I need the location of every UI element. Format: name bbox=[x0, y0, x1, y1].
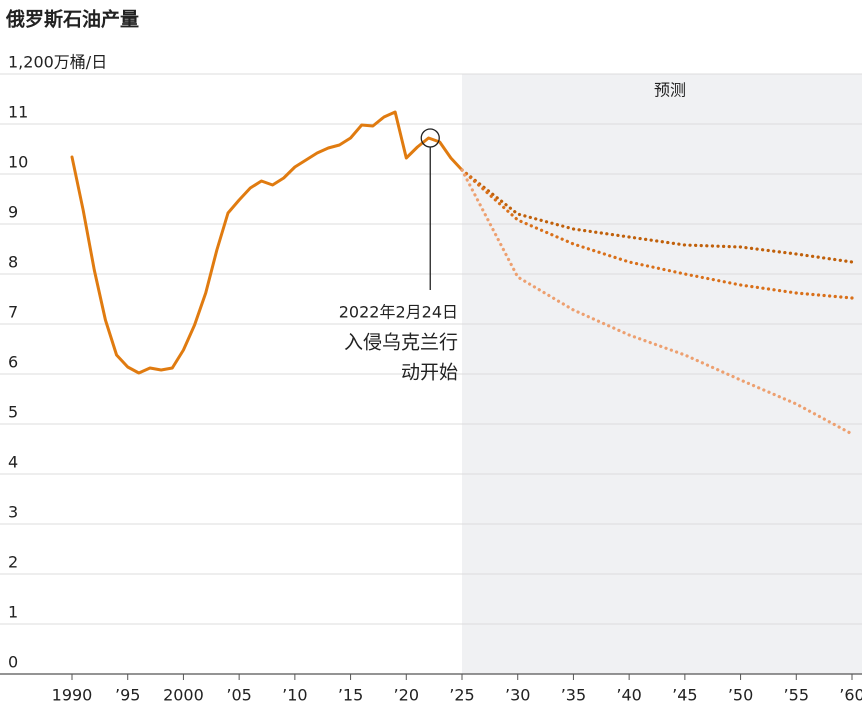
x-tick-label: ’05 bbox=[226, 686, 251, 705]
x-tick-label: ’35 bbox=[561, 686, 586, 705]
y-tick-label: 8 bbox=[8, 253, 18, 272]
x-tick-label: ’95 bbox=[115, 686, 140, 705]
y-tick-label: 6 bbox=[8, 353, 18, 372]
y-tick-label: 2 bbox=[8, 553, 18, 572]
y-tick-label: 1 bbox=[8, 603, 18, 622]
x-tick-label: 1990 bbox=[52, 686, 93, 705]
y-tick-label: 10 bbox=[8, 153, 28, 172]
y-tick-label: 0 bbox=[8, 653, 18, 672]
y-tick-label: 4 bbox=[8, 453, 18, 472]
x-tick-label: ’25 bbox=[449, 686, 474, 705]
x-tick-label: ’55 bbox=[784, 686, 809, 705]
chart-title: 俄罗斯石油产量 bbox=[5, 8, 139, 31]
x-tick-label: ’20 bbox=[394, 686, 419, 705]
series-line bbox=[70, 110, 464, 375]
x-tick-label: ’30 bbox=[505, 686, 530, 705]
annotation-text: 动开始 bbox=[401, 362, 458, 384]
forecast-label: 预测 bbox=[654, 81, 686, 100]
series-line bbox=[460, 168, 854, 264]
series-line bbox=[460, 168, 854, 300]
x-tick-label: ’50 bbox=[728, 686, 753, 705]
x-tick-label: ’45 bbox=[672, 686, 697, 705]
y-tick-label: 11 bbox=[8, 103, 28, 122]
x-tick-label: ’40 bbox=[616, 686, 641, 705]
series-line bbox=[460, 168, 854, 436]
annotation-text: 2022年2月24日 bbox=[339, 303, 458, 322]
x-tick-label: ’10 bbox=[282, 686, 307, 705]
y-tick-label: 5 bbox=[8, 403, 18, 422]
y-tick-label: 7 bbox=[8, 303, 18, 322]
x-tick-label: ’60 bbox=[839, 686, 862, 705]
x-tick-label: 2000 bbox=[163, 686, 204, 705]
y-tick-label: 9 bbox=[8, 203, 18, 222]
annotation-text: 入侵乌克兰行 bbox=[344, 332, 458, 354]
x-tick-label: ’15 bbox=[338, 686, 363, 705]
y-tick-label: 3 bbox=[8, 503, 18, 522]
y-tick-label: 1,200万桶/日 bbox=[8, 53, 107, 72]
